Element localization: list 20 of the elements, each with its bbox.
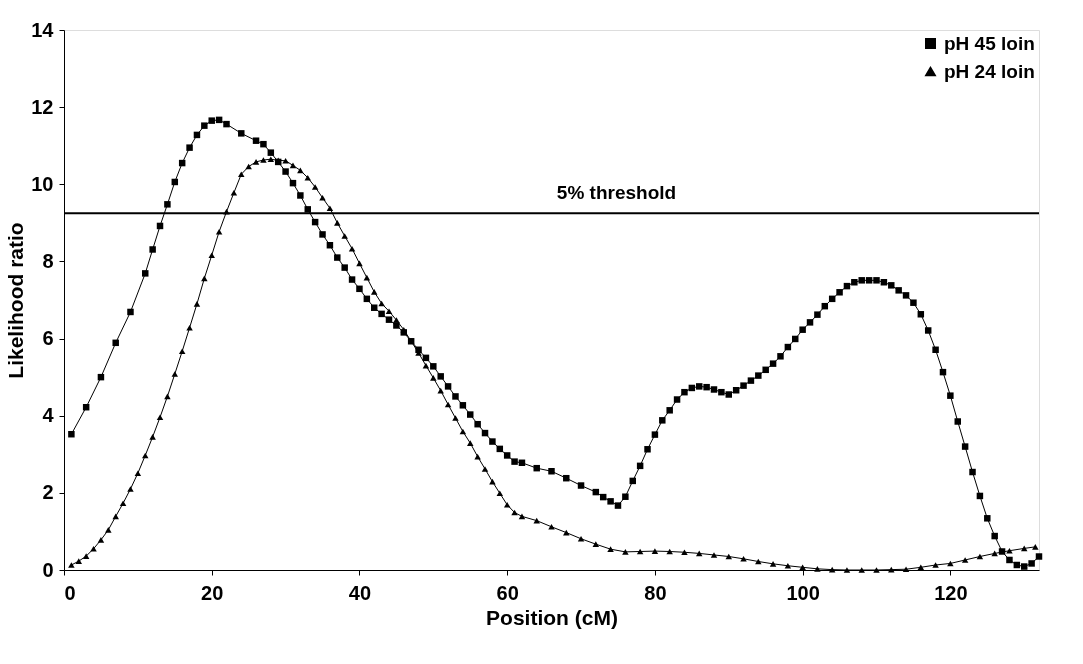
x-tick-label: 100 [786,581,820,604]
y-tick-label: 4 [42,404,55,427]
x-tick-label: 60 [496,581,519,604]
y-tick-label: 12 [31,95,54,118]
ref-line-label: 5% threshold [556,182,677,204]
legend-label: pH 24 loin [944,60,1035,82]
x-tick-label: 80 [644,581,667,604]
x-tick-label: 120 [934,581,968,604]
y-tick-label: 6 [42,327,54,350]
x-tick-label: 20 [201,581,224,604]
x-tick-label: 0 [64,581,76,604]
y-axis-title: Likelihood ratio [4,222,28,379]
y-tick-label: 2 [42,481,54,504]
legend-label: pH 45 loin [944,32,1035,54]
y-tick-label: 10 [31,172,54,195]
x-tick-label: 40 [348,581,372,604]
y-tick-label: 0 [42,558,54,581]
y-tick-label: 8 [42,249,54,272]
x-axis-title: Position (cM) [486,605,618,629]
y-tick-label: 14 [31,18,55,41]
